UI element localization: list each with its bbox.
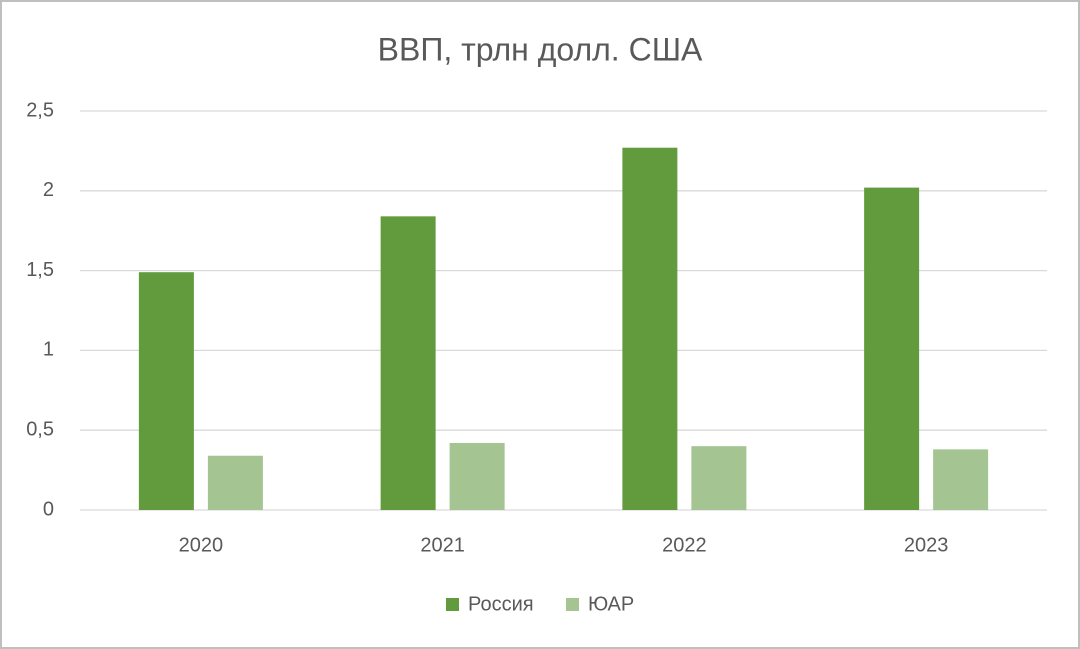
x-tick-label: 2021 <box>420 534 465 556</box>
bar <box>864 187 920 510</box>
bar <box>933 449 989 510</box>
legend-swatch <box>446 598 459 611</box>
y-tick-label: 1 <box>43 339 54 361</box>
bar <box>691 446 747 510</box>
x-tick-label: 2022 <box>662 534 707 556</box>
bar <box>138 272 194 510</box>
y-tick-label: 2,5 <box>26 99 54 121</box>
x-tick-label: 2023 <box>904 534 949 556</box>
x-tick-label: 2020 <box>179 534 224 556</box>
y-tick-label: 2 <box>43 179 54 201</box>
legend-label: ЮАР <box>588 593 634 615</box>
y-tick-label: 0,5 <box>26 418 54 440</box>
bar <box>207 455 263 510</box>
bar <box>449 442 505 510</box>
y-tick-label: 1,5 <box>26 259 54 281</box>
legend-label: Россия <box>468 593 534 615</box>
legend-swatch <box>566 598 579 611</box>
chart-title: ВВП, трлн долл. США <box>378 31 703 67</box>
bar <box>380 216 436 510</box>
y-tick-label: 0 <box>43 498 54 520</box>
bar <box>622 147 678 510</box>
